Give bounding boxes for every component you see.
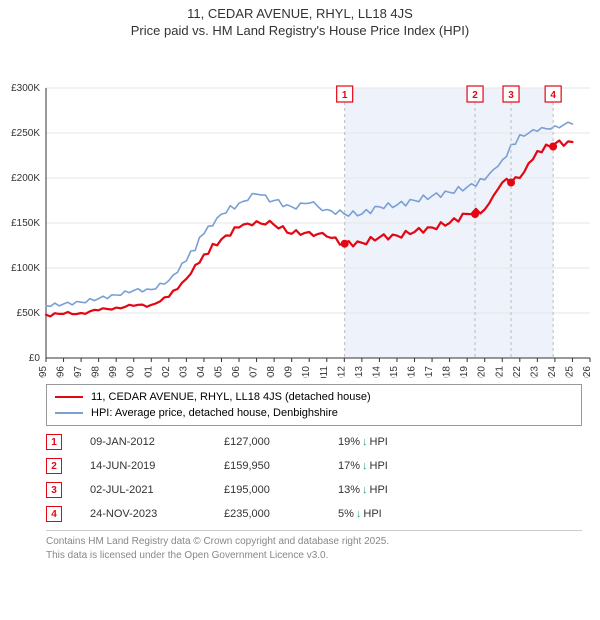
svg-text:2023: 2023 bbox=[529, 366, 540, 378]
svg-text:2019: 2019 bbox=[459, 366, 470, 378]
svg-text:2000: 2000 bbox=[126, 366, 137, 378]
svg-text:2016: 2016 bbox=[407, 366, 418, 378]
sale-marker: 2 bbox=[46, 458, 62, 474]
svg-text:£50K: £50K bbox=[17, 308, 41, 319]
sale-marker: 1 bbox=[46, 434, 62, 450]
price-chart: £0 £50K £100K £150K £200K £250K £300K 1995 1996 1… bbox=[0, 38, 600, 378]
svg-text:2021: 2021 bbox=[494, 366, 505, 378]
svg-text:2007: 2007 bbox=[249, 366, 260, 378]
svg-text:2018: 2018 bbox=[442, 366, 453, 378]
sale-date: 02-JUL-2021 bbox=[90, 484, 220, 496]
sale-diff: 13% ↓ HPI bbox=[338, 484, 388, 496]
legend-item: HPI: Average price, detached house, Denb… bbox=[55, 405, 573, 421]
legend-label: HPI: Average price, detached house, Denb… bbox=[91, 405, 338, 421]
sale-price: £195,000 bbox=[224, 484, 334, 496]
svg-text:2: 2 bbox=[472, 90, 478, 101]
sale-date: 24-NOV-2023 bbox=[90, 508, 220, 520]
svg-text:2011: 2011 bbox=[319, 366, 330, 378]
svg-text:2015: 2015 bbox=[389, 366, 400, 378]
sale-price: £159,950 bbox=[224, 460, 334, 472]
sale-marker: 3 bbox=[46, 482, 62, 498]
svg-text:2008: 2008 bbox=[266, 366, 277, 378]
legend-swatch bbox=[55, 396, 83, 398]
footer-line2: This data is licensed under the Open Gov… bbox=[46, 549, 582, 563]
svg-text:1: 1 bbox=[342, 90, 348, 101]
legend-label: 11, CEDAR AVENUE, RHYL, LL18 4JS (detach… bbox=[91, 389, 371, 405]
svg-text:2017: 2017 bbox=[424, 366, 435, 378]
sale-price: £127,000 bbox=[224, 436, 334, 448]
down-arrow-icon: ↓ bbox=[362, 436, 368, 448]
down-arrow-icon: ↓ bbox=[362, 484, 368, 496]
svg-text:1996: 1996 bbox=[56, 366, 67, 378]
down-arrow-icon: ↓ bbox=[356, 508, 362, 520]
svg-text:3: 3 bbox=[508, 90, 514, 101]
sale-diff-pct: 17% bbox=[338, 460, 360, 472]
svg-text:2012: 2012 bbox=[336, 366, 347, 378]
sale-row: 4 24-NOV-2023 £235,000 5% ↓ HPI bbox=[46, 502, 582, 526]
svg-text:1997: 1997 bbox=[73, 366, 84, 378]
svg-text:£0: £0 bbox=[29, 353, 41, 364]
sale-diff-suffix: HPI bbox=[370, 436, 388, 448]
sale-diff: 17% ↓ HPI bbox=[338, 460, 388, 472]
footer: Contains HM Land Registry data © Crown c… bbox=[46, 530, 582, 563]
legend-item: 11, CEDAR AVENUE, RHYL, LL18 4JS (detach… bbox=[55, 389, 573, 405]
sale-row: 2 14-JUN-2019 £159,950 17% ↓ HPI bbox=[46, 454, 582, 478]
sale-diff-suffix: HPI bbox=[370, 460, 388, 472]
svg-text:1998: 1998 bbox=[91, 366, 102, 378]
svg-text:2004: 2004 bbox=[196, 366, 207, 378]
svg-text:2005: 2005 bbox=[213, 366, 224, 378]
chart-container: 11, CEDAR AVENUE, RHYL, LL18 4JS Price p… bbox=[0, 0, 600, 563]
svg-text:2026: 2026 bbox=[582, 366, 593, 378]
svg-text:£150K: £150K bbox=[11, 218, 40, 229]
svg-text:2022: 2022 bbox=[512, 366, 523, 378]
svg-text:1999: 1999 bbox=[108, 366, 119, 378]
svg-text:2009: 2009 bbox=[284, 366, 295, 378]
svg-text:2001: 2001 bbox=[143, 366, 154, 378]
svg-text:2020: 2020 bbox=[477, 366, 488, 378]
svg-text:2010: 2010 bbox=[301, 366, 312, 378]
sale-price: £235,000 bbox=[224, 508, 334, 520]
svg-text:2024: 2024 bbox=[547, 366, 558, 378]
chart-title: 11, CEDAR AVENUE, RHYL, LL18 4JS bbox=[0, 6, 600, 21]
sales-table: 1 09-JAN-2012 £127,000 19% ↓ HPI 2 14-JUN-201… bbox=[46, 430, 582, 526]
svg-text:£300K: £300K bbox=[11, 83, 40, 94]
legend-swatch bbox=[55, 412, 83, 414]
svg-text:2006: 2006 bbox=[231, 366, 242, 378]
svg-text:2013: 2013 bbox=[354, 366, 365, 378]
sale-date: 14-JUN-2019 bbox=[90, 460, 220, 472]
svg-text:£250K: £250K bbox=[11, 128, 40, 139]
chart-subtitle: Price paid vs. HM Land Registry's House … bbox=[0, 23, 600, 38]
svg-text:2002: 2002 bbox=[161, 366, 172, 378]
svg-text:2014: 2014 bbox=[371, 366, 382, 378]
sale-row: 3 02-JUL-2021 £195,000 13% ↓ HPI bbox=[46, 478, 582, 502]
sale-diff-pct: 5% bbox=[338, 508, 354, 520]
svg-text:1995: 1995 bbox=[38, 366, 49, 378]
legend: 11, CEDAR AVENUE, RHYL, LL18 4JS (detach… bbox=[46, 384, 582, 426]
svg-text:2025: 2025 bbox=[564, 366, 575, 378]
sale-diff-suffix: HPI bbox=[363, 508, 381, 520]
sale-diff: 19% ↓ HPI bbox=[338, 436, 388, 448]
svg-text:£100K: £100K bbox=[11, 263, 40, 274]
footer-line1: Contains HM Land Registry data © Crown c… bbox=[46, 535, 582, 549]
chart-titles: 11, CEDAR AVENUE, RHYL, LL18 4JS Price p… bbox=[0, 0, 600, 38]
svg-text:£200K: £200K bbox=[11, 173, 40, 184]
sale-marker: 4 bbox=[46, 506, 62, 522]
svg-text:4: 4 bbox=[550, 90, 556, 101]
sale-diff-pct: 19% bbox=[338, 436, 360, 448]
sale-row: 1 09-JAN-2012 £127,000 19% ↓ HPI bbox=[46, 430, 582, 454]
sale-diff-suffix: HPI bbox=[370, 484, 388, 496]
sale-diff: 5% ↓ HPI bbox=[338, 508, 382, 520]
down-arrow-icon: ↓ bbox=[362, 460, 368, 472]
svg-text:2003: 2003 bbox=[178, 366, 189, 378]
sale-diff-pct: 13% bbox=[338, 484, 360, 496]
sale-date: 09-JAN-2012 bbox=[90, 436, 220, 448]
